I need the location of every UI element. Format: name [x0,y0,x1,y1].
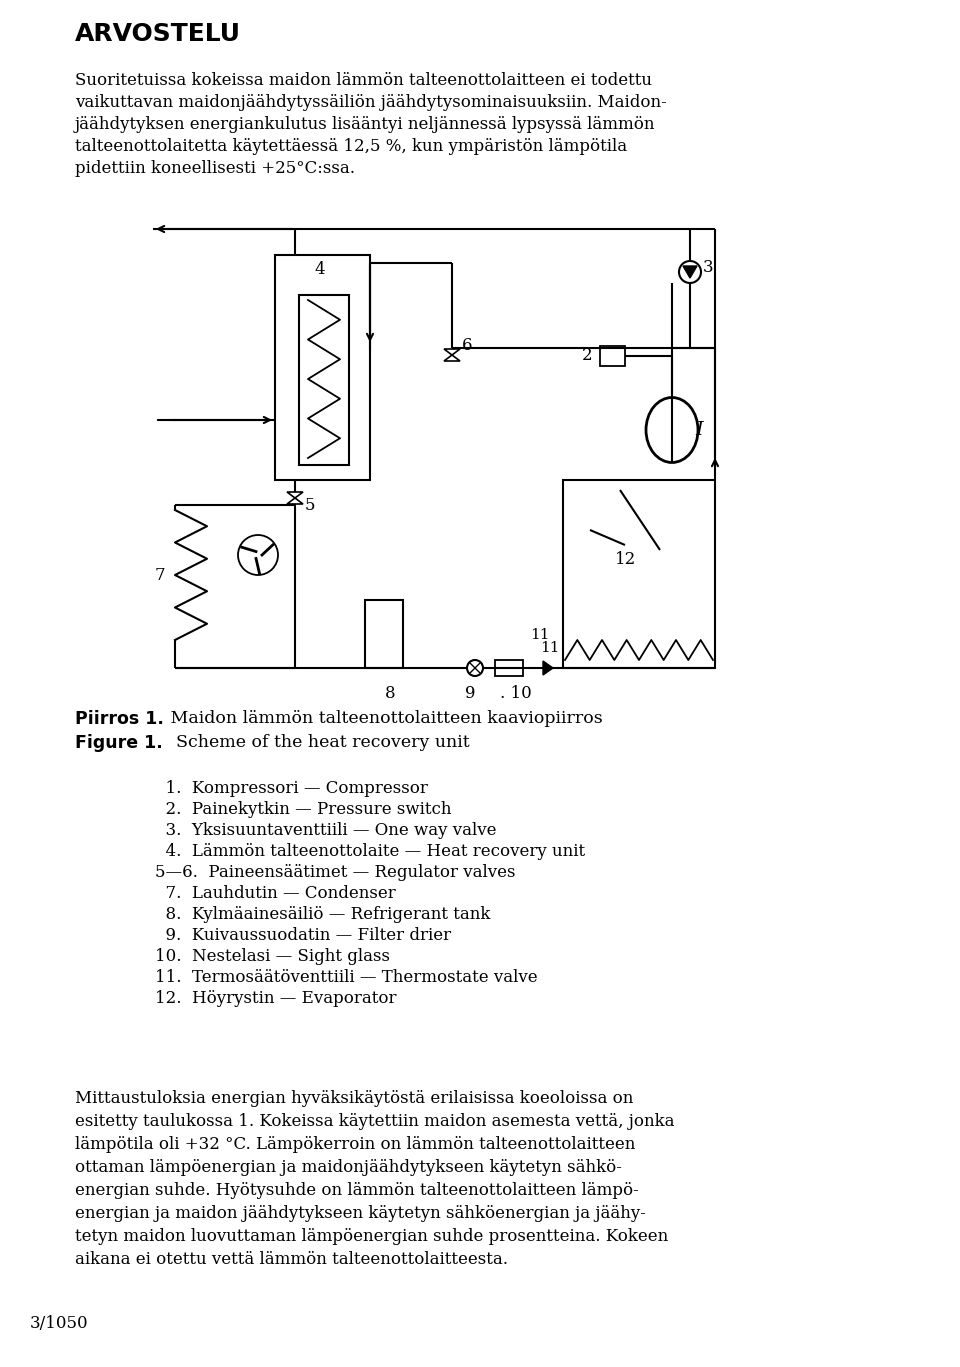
Bar [495,660,523,677]
Text: 3.  Yksisuuntaventtiili — One way valve: 3. Yksisuuntaventtiili — One way valve [155,822,496,839]
Text: 2: 2 [582,347,592,365]
Text: Mittaustuloksia energian hyväksikäytöstä erilaisissa koeoloissa on: Mittaustuloksia energian hyväksikäytöstä… [75,1089,634,1107]
Text: Maidon lämmön talteenottolaitteen kaaviopiirros: Maidon lämmön talteenottolaitteen kaavio… [165,709,603,727]
Text: aikana ei otettu vettä lämmön talteenottolaitteesta.: aikana ei otettu vettä lämmön talteenott… [75,1251,508,1269]
Polygon shape [543,662,553,675]
Bar [365,600,403,668]
Text: Figure 1.: Figure 1. [75,734,163,752]
Bar [563,480,715,668]
Text: energian ja maidon jäähdytykseen käytetyn sähköenergian ja jäähy-: energian ja maidon jäähdytykseen käytety… [75,1204,646,1222]
Text: 4: 4 [315,261,325,279]
Text: 1.  Kompressori — Compressor: 1. Kompressori — Compressor [155,781,428,797]
Text: 2.  Painekytkin — Pressure switch: 2. Painekytkin — Pressure switch [155,801,451,817]
Text: 11: 11 [531,627,550,642]
Text: 11: 11 [540,641,560,655]
Text: 8: 8 [385,685,396,703]
Text: esitetty taulukossa 1. Kokeissa käytettiin maidon asemesta vettä, jonka: esitetty taulukossa 1. Kokeissa käytetti… [75,1113,675,1131]
Text: ottaman lämpöenergian ja maidonjäähdytykseen käytetyn sähkö-: ottaman lämpöenergian ja maidonjäähdytyk… [75,1159,622,1176]
Bar [275,256,370,480]
Text: lämpötila oli +32 °C. Lämpökerroin on lämmön talteenottolaitteen: lämpötila oli +32 °C. Lämpökerroin on lä… [75,1136,636,1152]
Text: 3/1050: 3/1050 [30,1315,88,1331]
Text: energian suhde. Hyötysuhde on lämmön talteenottolaitteen lämpö-: energian suhde. Hyötysuhde on lämmön tal… [75,1182,638,1199]
Text: Piirros 1.: Piirros 1. [75,709,164,729]
Text: I: I [695,421,703,439]
Text: 7: 7 [155,566,165,584]
Text: 7.  Lauhdutin — Condenser: 7. Lauhdutin — Condenser [155,884,396,902]
Text: . 10: . 10 [500,685,532,703]
Text: 9: 9 [465,685,475,703]
Text: 12.  Höyrystin — Evaporator: 12. Höyrystin — Evaporator [155,990,396,1007]
Text: jäähdytyksen energiankulutus lisääntyi neljännessä lypsyssä lämmön: jäähdytyksen energiankulutus lisääntyi n… [75,116,656,133]
Text: 11.  Termosäätöventtiili — Thermostate valve: 11. Termosäätöventtiili — Thermostate va… [155,969,538,986]
Text: Suoritetuissa kokeissa maidon lämmön talteenottolaitteen ei todettu: Suoritetuissa kokeissa maidon lämmön tal… [75,72,652,89]
Text: pidettiin koneellisesti +25°C:ssa.: pidettiin koneellisesti +25°C:ssa. [75,160,355,176]
Text: vaikuttavan maidonjäähdytyssäiliön jäähdytysominaisuuksiin. Maidon-: vaikuttavan maidonjäähdytyssäiliön jäähd… [75,94,667,111]
Text: 8.  Kylmäainesäiliö — Refrigerant tank: 8. Kylmäainesäiliö — Refrigerant tank [155,906,491,923]
Bar [299,295,349,465]
Text: Scheme of the heat recovery unit: Scheme of the heat recovery unit [165,734,469,750]
Text: 5—6.  Paineensäätimet — Regulator valves: 5—6. Paineensäätimet — Regulator valves [155,864,516,880]
Circle shape [467,660,483,677]
Text: ARVOSTELU: ARVOSTELU [75,22,241,46]
Text: 6: 6 [462,336,472,354]
Text: 5: 5 [305,496,316,514]
Text: 12: 12 [615,551,636,569]
Polygon shape [683,267,697,278]
Text: 10.  Nestelasi — Sight glass: 10. Nestelasi — Sight glass [155,947,390,965]
Text: 3: 3 [703,260,713,276]
Text: 9.  Kuivaussuodatin — Filter drier: 9. Kuivaussuodatin — Filter drier [155,927,451,945]
Text: tetyn maidon luovuttaman lämpöenergian suhde prosentteina. Kokeen: tetyn maidon luovuttaman lämpöenergian s… [75,1228,668,1245]
Text: talteenottolaitetta käytettäessä 12,5 %, kun ympäristön lämpötila: talteenottolaitetta käytettäessä 12,5 %,… [75,138,627,154]
Text: 4.  Lämmön talteenottolaite — Heat recovery unit: 4. Lämmön talteenottolaite — Heat recove… [155,843,586,860]
Bar [600,346,625,366]
